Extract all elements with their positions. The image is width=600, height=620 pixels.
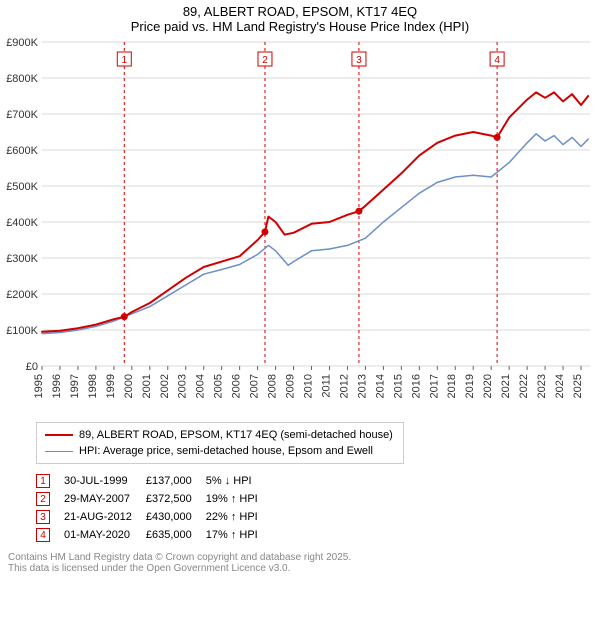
x-axis-tick-label: 2023	[536, 374, 548, 398]
title-line-1: 89, ALBERT ROAD, EPSOM, KT17 4EQ	[0, 4, 600, 19]
sale-hpi-diff: 5% ↓ HPI	[206, 472, 272, 490]
x-axis-tick-label: 1995	[33, 374, 45, 398]
x-axis-tick-label: 1996	[51, 374, 63, 398]
y-axis-tick-label: £500K	[6, 181, 38, 193]
x-axis-tick-label: 2012	[338, 374, 350, 398]
x-axis-tick-label: 2014	[374, 374, 386, 398]
sale-price: £137,000	[146, 472, 206, 490]
x-axis-tick-label: 1997	[69, 374, 81, 398]
sale-hpi-diff: 19% ↑ HPI	[206, 490, 272, 508]
x-axis-tick-label: 2015	[392, 374, 404, 398]
y-axis-tick-label: £300K	[6, 253, 38, 265]
sales-table-row: 3 21-AUG-2012£430,00022% ↑ HPI	[36, 508, 272, 526]
legend-row: HPI: Average price, semi-detached house,…	[45, 443, 393, 459]
x-axis-tick-label: 2001	[141, 374, 153, 398]
sale-marker-label: 4	[494, 55, 500, 66]
x-axis-tick-label: 2019	[464, 374, 476, 398]
y-axis-tick-label: £700K	[6, 109, 38, 121]
sale-number-box: 2	[36, 492, 50, 506]
sale-hpi-diff: 17% ↑ HPI	[206, 526, 272, 544]
x-axis-tick-label: 2021	[500, 374, 512, 398]
sales-table-row: 2 29-MAY-2007£372,50019% ↑ HPI	[36, 490, 272, 508]
y-axis-tick-label: £900K	[6, 37, 38, 49]
legend-box: 89, ALBERT ROAD, EPSOM, KT17 4EQ (semi-d…	[36, 422, 404, 464]
x-axis-tick-label: 2016	[410, 374, 422, 398]
title-line-2: Price paid vs. HM Land Registry's House …	[0, 19, 600, 34]
x-axis-tick-label: 2020	[482, 374, 494, 398]
sale-marker-label: 3	[356, 55, 362, 66]
sale-number-box: 3	[36, 510, 50, 524]
sale-date: 29-MAY-2007	[64, 490, 146, 508]
chart-svg: £0 £100K £200K £300K £400K £500K £600K £700K £80…	[0, 36, 600, 416]
y-axis-tick-label: £200K	[6, 289, 38, 301]
sale-price: £635,000	[146, 526, 206, 544]
sales-table: 1 30-JUL-1999£137,0005% ↓ HPI 2 29-MAY-2007…	[36, 472, 272, 544]
footer-line-2: This data is licensed under the Open Gov…	[8, 563, 600, 574]
y-axis-tick-label: £400K	[6, 217, 38, 229]
x-axis-tick-label: 2003	[177, 374, 189, 398]
page-root: 89, ALBERT ROAD, EPSOM, KT17 4EQ Price p…	[0, 0, 600, 574]
sales-table-row: 1 30-JUL-1999£137,0005% ↓ HPI	[36, 472, 272, 490]
x-axis-tick-label: 2022	[518, 374, 530, 398]
y-axis-tick-label: £800K	[6, 73, 38, 85]
x-axis-tick-label: 2008	[267, 374, 279, 398]
footer-attribution: Contains HM Land Registry data © Crown c…	[8, 552, 600, 574]
x-axis-tick-label: 1998	[87, 374, 99, 398]
legend-swatch	[45, 451, 73, 452]
x-axis-tick-label: 1999	[105, 374, 117, 398]
sale-price: £372,500	[146, 490, 206, 508]
sale-marker-label: 1	[122, 55, 128, 66]
x-axis-tick-label: 2000	[123, 374, 135, 398]
y-axis-tick-label: £100K	[6, 325, 38, 337]
sale-date: 21-AUG-2012	[64, 508, 146, 526]
chart-title-block: 89, ALBERT ROAD, EPSOM, KT17 4EQ Price p…	[0, 0, 600, 36]
legend-row: 89, ALBERT ROAD, EPSOM, KT17 4EQ (semi-d…	[45, 427, 393, 443]
y-axis-tick-label: £600K	[6, 145, 38, 157]
sale-price: £430,000	[146, 508, 206, 526]
sale-marker-label: 2	[262, 55, 268, 66]
sale-date: 30-JUL-1999	[64, 472, 146, 490]
x-axis-tick-label: 2007	[249, 374, 261, 398]
sale-date: 01-MAY-2020	[64, 526, 146, 544]
x-axis-tick-label: 2004	[195, 374, 207, 398]
footer-line-1: Contains HM Land Registry data © Crown c…	[8, 552, 600, 563]
x-axis-tick-label: 2018	[446, 374, 458, 398]
sale-number-box: 1	[36, 474, 50, 488]
x-axis-tick-label: 2017	[428, 374, 440, 398]
x-axis-tick-label: 2006	[231, 374, 243, 398]
legend-label: 89, ALBERT ROAD, EPSOM, KT17 4EQ (semi-d…	[79, 429, 393, 441]
x-axis-tick-label: 2010	[303, 374, 315, 398]
sales-table-row: 4 01-MAY-2020£635,00017% ↑ HPI	[36, 526, 272, 544]
sale-hpi-diff: 22% ↑ HPI	[206, 508, 272, 526]
x-axis-tick-label: 2025	[572, 374, 584, 398]
legend-swatch	[45, 434, 73, 436]
x-axis-tick-label: 2013	[356, 374, 368, 398]
x-axis-tick-label: 2009	[285, 374, 297, 398]
y-axis-tick-label: £0	[26, 361, 38, 373]
x-axis-tick-label: 2005	[213, 374, 225, 398]
chart-area: £0 £100K £200K £300K £400K £500K £600K £700K £80…	[0, 36, 600, 416]
x-axis-tick-label: 2011	[320, 374, 332, 398]
sale-number-box: 4	[36, 528, 50, 542]
x-axis-tick-label: 2002	[159, 374, 171, 398]
legend-label: HPI: Average price, semi-detached house,…	[79, 445, 373, 457]
x-axis-tick-label: 2024	[554, 374, 566, 398]
